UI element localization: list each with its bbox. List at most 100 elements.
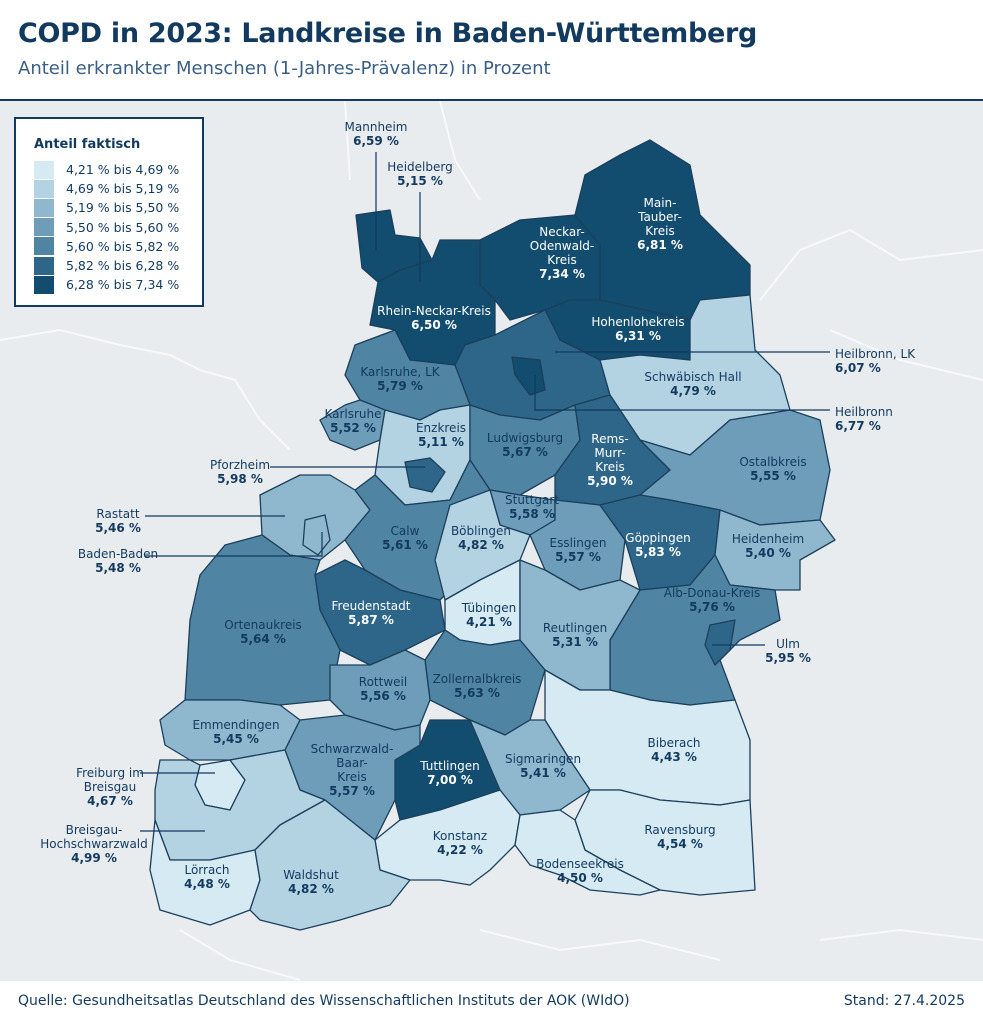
district-name: Alb-Donau-Kreis bbox=[664, 586, 760, 600]
district-value: 6,81 % bbox=[637, 238, 683, 252]
district-name: Main- bbox=[644, 196, 677, 210]
district-value: 6,77 % bbox=[835, 419, 881, 433]
district-name: Kreis bbox=[645, 224, 675, 238]
district-name: Karlsruhe bbox=[324, 407, 381, 421]
district-value: 4,79 % bbox=[670, 384, 716, 398]
district-ulm bbox=[704, 619, 736, 666]
district-value: 5,79 % bbox=[377, 379, 423, 393]
district-value: 6,07 % bbox=[835, 361, 881, 375]
district-name: Ludwigsburg bbox=[487, 431, 563, 445]
district-name: Calw bbox=[391, 524, 420, 538]
country-borders bbox=[0, 101, 983, 981]
district-name: Esslingen bbox=[550, 536, 607, 550]
legend-swatch bbox=[34, 160, 54, 179]
district-name: Ostalbkreis bbox=[739, 455, 806, 469]
district-value: 5,61 % bbox=[382, 538, 428, 552]
district-name: Breisgau bbox=[84, 780, 136, 794]
district-value: 5,31 % bbox=[552, 635, 598, 649]
district-value: 6,59 % bbox=[353, 134, 399, 148]
district-name: Ortenaukreis bbox=[224, 618, 302, 632]
district-name: Hochschwarzwald bbox=[40, 837, 148, 851]
district-name: Biberach bbox=[647, 736, 700, 750]
district-value: 6,50 % bbox=[411, 318, 457, 332]
district-value: 4,82 % bbox=[288, 882, 334, 896]
district-value: 5,40 % bbox=[745, 546, 791, 560]
district-name: Ravensburg bbox=[644, 823, 715, 837]
district-name: Zollernalbkreis bbox=[433, 672, 522, 686]
district-value: 5,57 % bbox=[329, 784, 375, 798]
legend-item: 6,28 % bis 7,34 % bbox=[34, 275, 179, 294]
district-name: Heilbronn bbox=[835, 405, 893, 419]
district-value: 4,43 % bbox=[651, 750, 697, 764]
district-name: Neckar- bbox=[539, 225, 585, 239]
map-subtitle: Anteil erkrankter Menschen (1-Jahres-Prä… bbox=[18, 58, 551, 79]
district-name: Stuttgart bbox=[505, 493, 559, 507]
date-note: Stand: 27.4.2025 bbox=[843, 993, 965, 1009]
district-name: Mannheim bbox=[345, 120, 408, 134]
district-value: 4,21 % bbox=[466, 615, 512, 629]
district-name: Schwarzwald- bbox=[311, 742, 394, 756]
district-name: Hohenlohekreis bbox=[591, 315, 684, 329]
district-name: Tauber- bbox=[637, 210, 682, 224]
district-name: Freudenstadt bbox=[332, 599, 411, 613]
district-name: Rottweil bbox=[359, 675, 407, 689]
district-value: 5,55 % bbox=[750, 469, 796, 483]
district-name: Lörrach bbox=[184, 863, 229, 877]
district-name: Enzkreis bbox=[416, 421, 466, 435]
district-value: 4,48 % bbox=[184, 877, 230, 891]
legend-swatch bbox=[34, 256, 54, 275]
legend-item: 5,19 % bis 5,50 % bbox=[34, 198, 179, 217]
district-value: 5,41 % bbox=[520, 766, 566, 780]
legend-item: 4,21 % bis 4,69 % bbox=[34, 160, 179, 179]
district-value: 4,82 % bbox=[458, 538, 504, 552]
district-value: 4,50 % bbox=[557, 871, 603, 885]
legend-item: 5,50 % bis 5,60 % bbox=[34, 218, 179, 237]
district-name: Pforzheim bbox=[210, 458, 270, 472]
district-name: Rems- bbox=[591, 432, 628, 446]
legend-swatch bbox=[34, 275, 54, 294]
legend-label: 6,28 % bis 7,34 % bbox=[66, 277, 180, 293]
district-value: 5,58 % bbox=[509, 507, 555, 521]
map-legend: Anteil faktisch 4,21 % bis 4,69 % 4,69 % … bbox=[14, 117, 204, 307]
district-label: Karlsruhe, LK5,79 % bbox=[360, 365, 440, 393]
district-name: Murr- bbox=[594, 446, 625, 460]
district-value: 5,98 % bbox=[217, 472, 263, 486]
district-value: 5,83 % bbox=[635, 545, 681, 559]
legend-label: 5,19 % bis 5,50 % bbox=[66, 200, 180, 216]
district-waldshut bbox=[249, 799, 411, 931]
district-value: 5,46 % bbox=[95, 521, 141, 535]
legend-swatch bbox=[34, 198, 54, 217]
district-name: Schwäbisch Hall bbox=[644, 370, 741, 384]
district-value: 6,31 % bbox=[615, 329, 661, 343]
district-heilbronn bbox=[511, 356, 546, 396]
district-name: Freiburg im bbox=[76, 766, 144, 780]
district-value: 5,67 % bbox=[502, 445, 548, 459]
district-name: Baden-Baden bbox=[78, 547, 158, 561]
district-name: Odenwald- bbox=[530, 239, 595, 253]
district-name: Tübingen bbox=[461, 601, 516, 615]
header-divider bbox=[0, 99, 983, 101]
